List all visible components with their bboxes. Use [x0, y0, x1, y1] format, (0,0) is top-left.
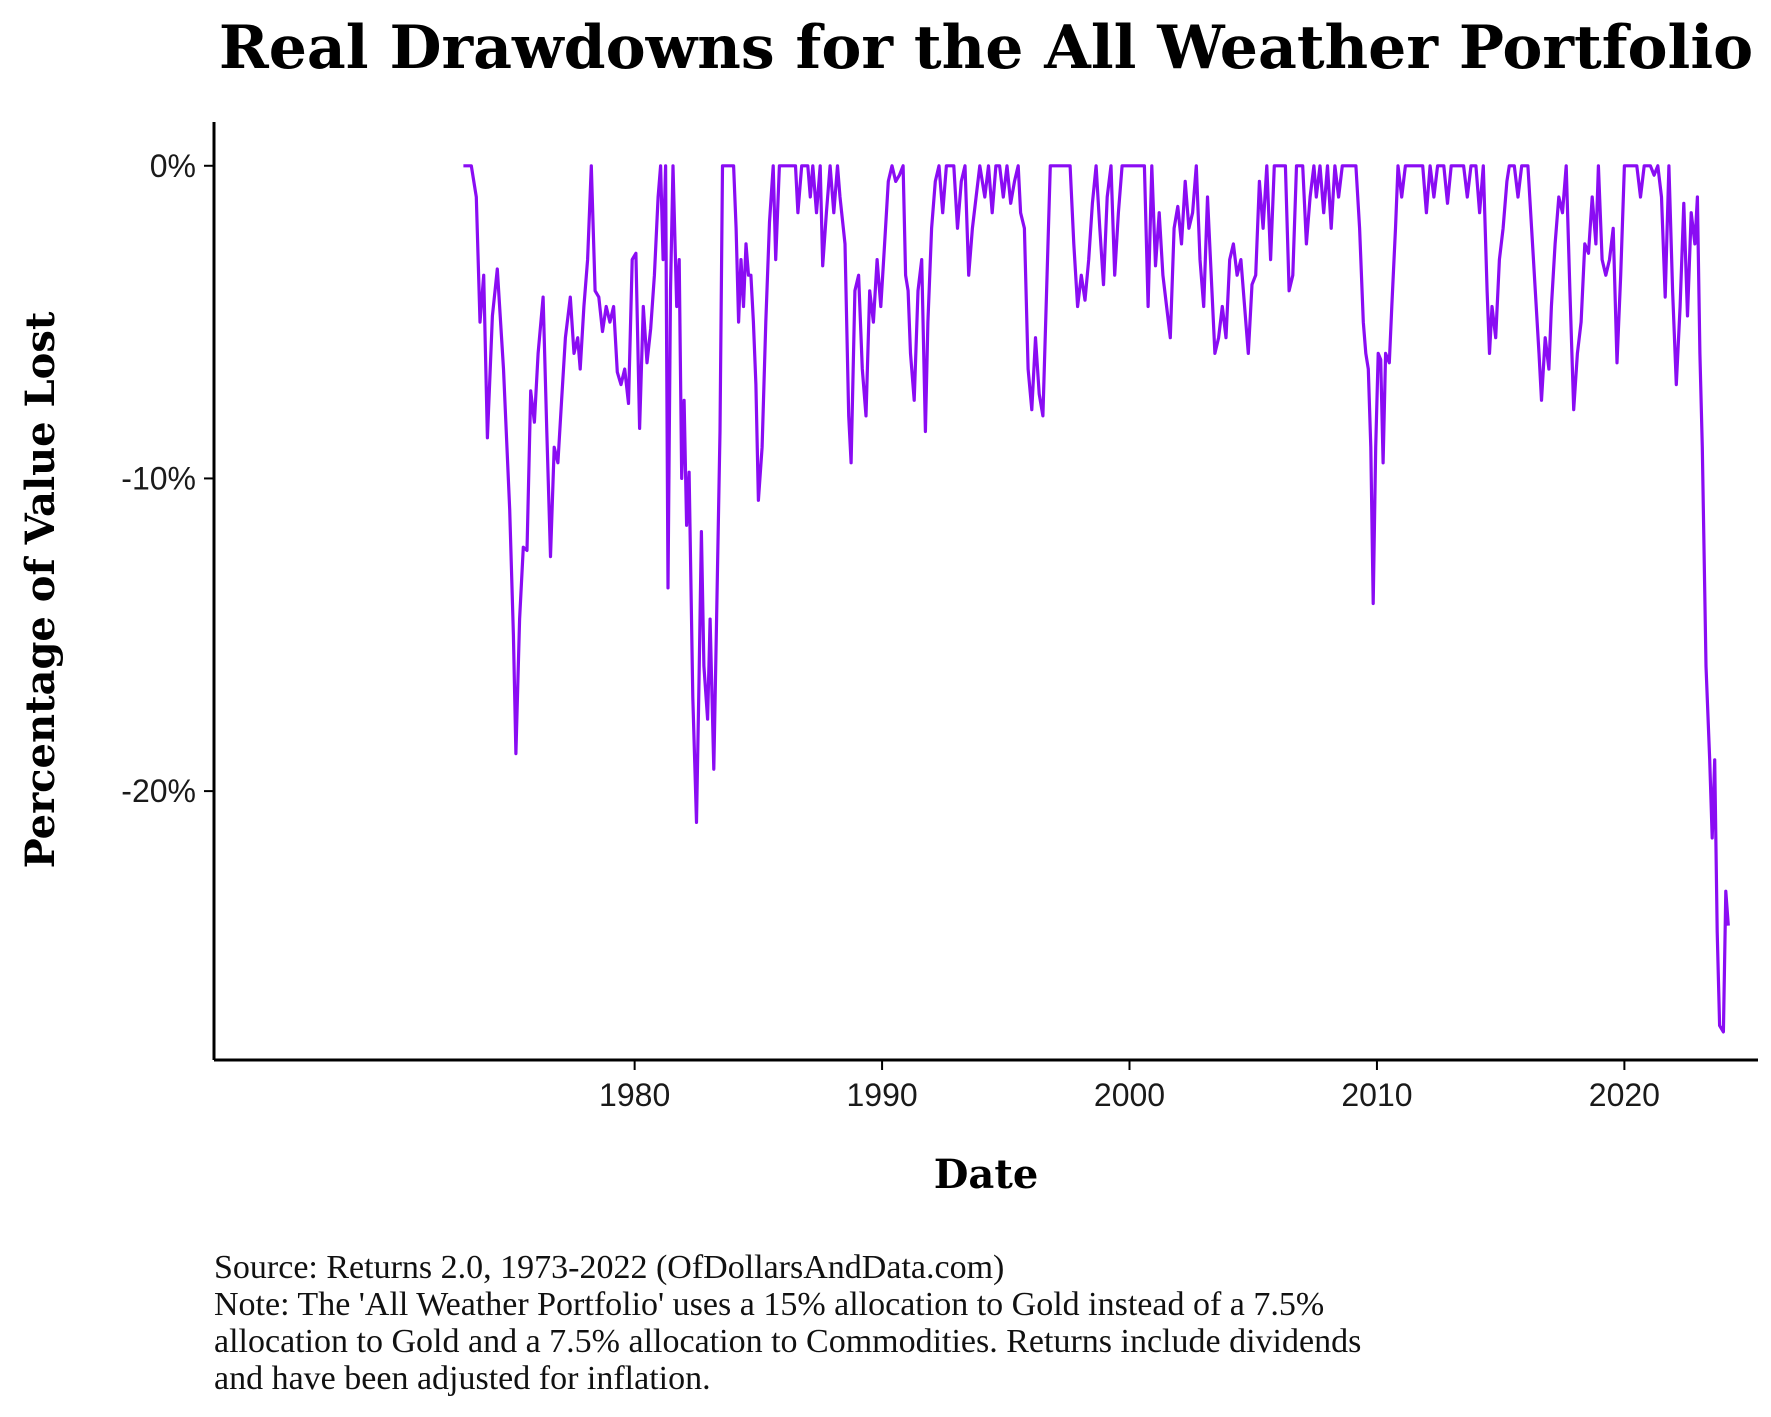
- x-tick-label: 1980: [599, 1077, 670, 1113]
- plot-area: [463, 164, 1730, 1034]
- chart-title: Real Drawdowns for the All Weather Portf…: [219, 13, 1753, 83]
- y-axis-title: Percentage of Value Lost: [17, 311, 64, 868]
- drawdown-series-line: [463, 164, 1730, 1034]
- y-tick-label: -20%: [121, 773, 196, 809]
- footnote-note-line-2: allocation to Gold and a 7.5% allocation…: [214, 1323, 1362, 1360]
- footnote: Source: Returns 2.0, 1973-2022 (OfDollar…: [214, 1249, 1734, 1397]
- x-tick-label: 2020: [1589, 1077, 1660, 1113]
- tick-marks: 0% -10% -20% 1980 1990 2000 2010 2020: [121, 148, 1660, 1113]
- x-tick-label: 1990: [846, 1077, 917, 1113]
- x-tick-label: 2010: [1341, 1077, 1412, 1113]
- footnote-note-line-3: and have been adjusted for inflation.: [214, 1360, 711, 1397]
- axes: [212, 122, 1758, 1062]
- x-axis-title: Date: [934, 1151, 1039, 1198]
- y-tick-label: -10%: [121, 460, 196, 496]
- x-tick-label: 2000: [1094, 1077, 1165, 1113]
- footnote-source: Source: Returns 2.0, 1973-2022 (OfDollar…: [214, 1249, 1005, 1286]
- footnote-note-line-1: Note: The 'All Weather Portfolio' uses a…: [214, 1286, 1325, 1323]
- y-tick-label: 0%: [150, 148, 196, 184]
